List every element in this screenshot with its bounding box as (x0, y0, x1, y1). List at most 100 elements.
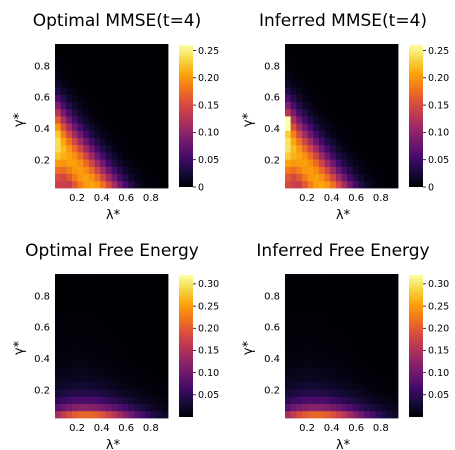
heatmap-cell (151, 108, 158, 117)
heatmap-cell (392, 65, 399, 74)
heatmap-cell (341, 288, 348, 296)
heatmap-cell (352, 87, 359, 95)
heatmap-cell (105, 101, 112, 110)
heatmap-cell (134, 302, 141, 311)
heatmap-cell (375, 382, 382, 390)
heatmap-cell (341, 346, 348, 354)
heatmap-cell (369, 137, 376, 146)
heatmap-cell (105, 116, 112, 124)
heatmap-cell (285, 152, 292, 160)
heatmap-cell (94, 108, 101, 117)
heatmap-cell (66, 302, 73, 311)
heatmap-cell (341, 87, 348, 95)
heatmap-cell (364, 389, 371, 397)
heatmap-cell (55, 108, 62, 117)
heatmap-cell (364, 44, 371, 52)
heatmap-cell (358, 389, 365, 397)
heatmap-cell (285, 410, 292, 419)
heatmap-cell (111, 281, 118, 289)
heatmap-cell (55, 346, 62, 354)
heatmap-cell (134, 101, 141, 110)
heatmap-cell (386, 274, 393, 282)
heatmap-cell (347, 65, 354, 74)
heatmap-cell (94, 65, 101, 74)
heatmap-cell (318, 152, 325, 160)
heatmap-cell (386, 152, 393, 160)
heatmap-cell (162, 360, 169, 368)
heatmap-cell (60, 274, 67, 282)
heatmap-cell (381, 295, 388, 304)
x-tick-labels: 0.2 0.4 0.6 0.8 (69, 193, 159, 204)
heatmap-cell (296, 310, 303, 318)
heatmap-cell (358, 144, 365, 153)
heatmap-cell (94, 295, 101, 304)
heatmap-cell (139, 346, 146, 354)
heatmap-cell (105, 281, 112, 289)
heatmap-cell (369, 302, 376, 311)
heatmap-cell (381, 288, 388, 296)
heatmap-cell (100, 403, 107, 412)
heatmap-cell (60, 295, 67, 304)
heatmap-cell (94, 166, 101, 174)
heatmap-cell (335, 274, 342, 282)
heatmap-cell (386, 116, 393, 124)
heatmap-cell (117, 65, 124, 74)
heatmap-cell (117, 396, 124, 404)
heatmap-cell (111, 317, 118, 325)
heatmap-cell (301, 324, 308, 332)
heatmap-cell (290, 144, 297, 153)
heatmap-cell (71, 116, 78, 124)
heatmap-cell (100, 137, 107, 146)
heatmap-cell (156, 101, 163, 110)
heatmap-cell (145, 331, 152, 340)
heatmap-cell (83, 72, 90, 81)
heatmap-cell (94, 310, 101, 318)
heatmap-cell (145, 396, 152, 404)
heatmap-cell (296, 130, 303, 138)
heatmap-cell (145, 281, 152, 289)
heatmap-cell (105, 137, 112, 146)
heatmap-cell (71, 65, 78, 74)
heatmap-cell (386, 317, 393, 325)
heatmap-cell (145, 310, 152, 318)
heatmap-cell (324, 101, 331, 110)
heatmap-cell (358, 382, 365, 390)
heatmap-cell (324, 152, 331, 160)
heatmap-cell (162, 331, 169, 340)
heatmap-cell (324, 324, 331, 332)
heatmap-cell (381, 152, 388, 160)
colorbar-tick-label: 0 (198, 182, 204, 193)
heatmap-cell (55, 338, 62, 347)
heatmap-cell (111, 403, 118, 412)
heatmap-cell (392, 87, 399, 95)
heatmap-cell (60, 144, 67, 153)
heatmap-cell (66, 180, 73, 189)
heatmap-cell (60, 389, 67, 397)
heatmap-cell (66, 346, 73, 354)
heatmap-cell (318, 410, 325, 419)
heatmap-cell (66, 410, 73, 419)
heatmap-cell (117, 295, 124, 304)
heatmap-cell (60, 108, 67, 117)
heatmap-cell (100, 295, 107, 304)
heatmap-cell (71, 101, 78, 110)
heatmap-cell (83, 288, 90, 296)
heatmap-cell (139, 295, 146, 304)
heatmap-cell (156, 403, 163, 412)
heatmap-cell (330, 281, 337, 289)
heatmap-cell (100, 101, 107, 110)
panel-inferred-mmse: Inferred MMSE(t=4) 0.2 0.4 0.6 0.8 0.20.40.… (241, 11, 449, 223)
heatmap-cell (117, 403, 124, 412)
heatmap-cell (330, 72, 337, 81)
heatmap-cell (301, 87, 308, 95)
heatmap-cell (94, 130, 101, 138)
colorbar-tick-label: 0.20 (198, 73, 219, 84)
heatmap-cell (151, 123, 158, 131)
heatmap-cell (375, 410, 382, 419)
heatmap-cell (324, 166, 331, 174)
heatmap-cell (290, 360, 297, 368)
heatmap-cell (117, 152, 124, 160)
heatmap-cell (290, 396, 297, 404)
heatmap-cell (381, 180, 388, 189)
heatmap-cell (122, 302, 129, 311)
